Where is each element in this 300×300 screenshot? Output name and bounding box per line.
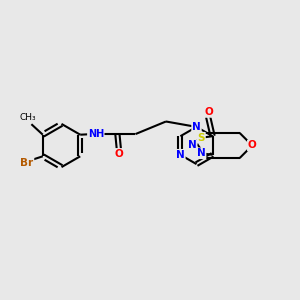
Text: NH: NH (88, 129, 104, 139)
Text: CH₃: CH₃ (20, 113, 36, 122)
Text: S: S (197, 133, 205, 143)
Text: Br: Br (20, 158, 34, 168)
Text: N: N (176, 150, 185, 160)
Text: N: N (197, 148, 206, 158)
Text: N: N (192, 122, 201, 132)
Text: N: N (188, 140, 197, 151)
Text: O: O (115, 149, 123, 159)
Text: O: O (204, 107, 213, 117)
Text: O: O (248, 140, 256, 151)
